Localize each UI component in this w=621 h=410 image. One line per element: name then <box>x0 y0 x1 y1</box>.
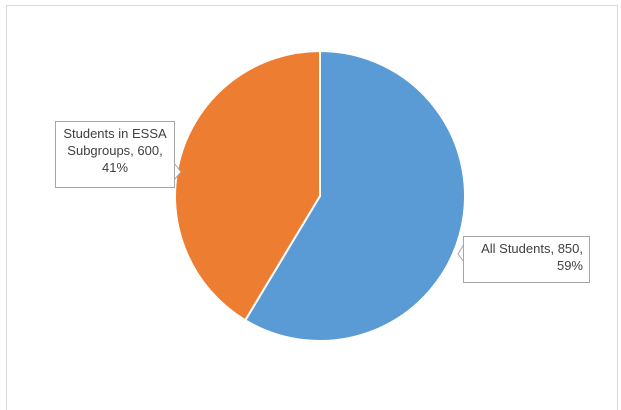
data-label-line: All Students, 850, <box>470 240 583 257</box>
data-label-all-students: All Students, 850, 59% <box>463 236 590 283</box>
data-label-percent: 41% <box>62 159 168 176</box>
data-label-line: Subgroups, 600, <box>62 142 168 159</box>
data-label-line: Students in ESSA <box>62 125 168 142</box>
data-label-essa-subgroups: Students in ESSA Subgroups, 600, 41% <box>55 121 175 188</box>
data-label-percent: 59% <box>470 257 583 274</box>
